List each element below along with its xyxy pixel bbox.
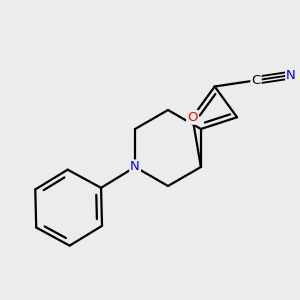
Text: C: C xyxy=(251,74,261,87)
Text: N: N xyxy=(130,160,140,173)
Text: N: N xyxy=(286,69,296,82)
Text: O: O xyxy=(187,111,198,124)
